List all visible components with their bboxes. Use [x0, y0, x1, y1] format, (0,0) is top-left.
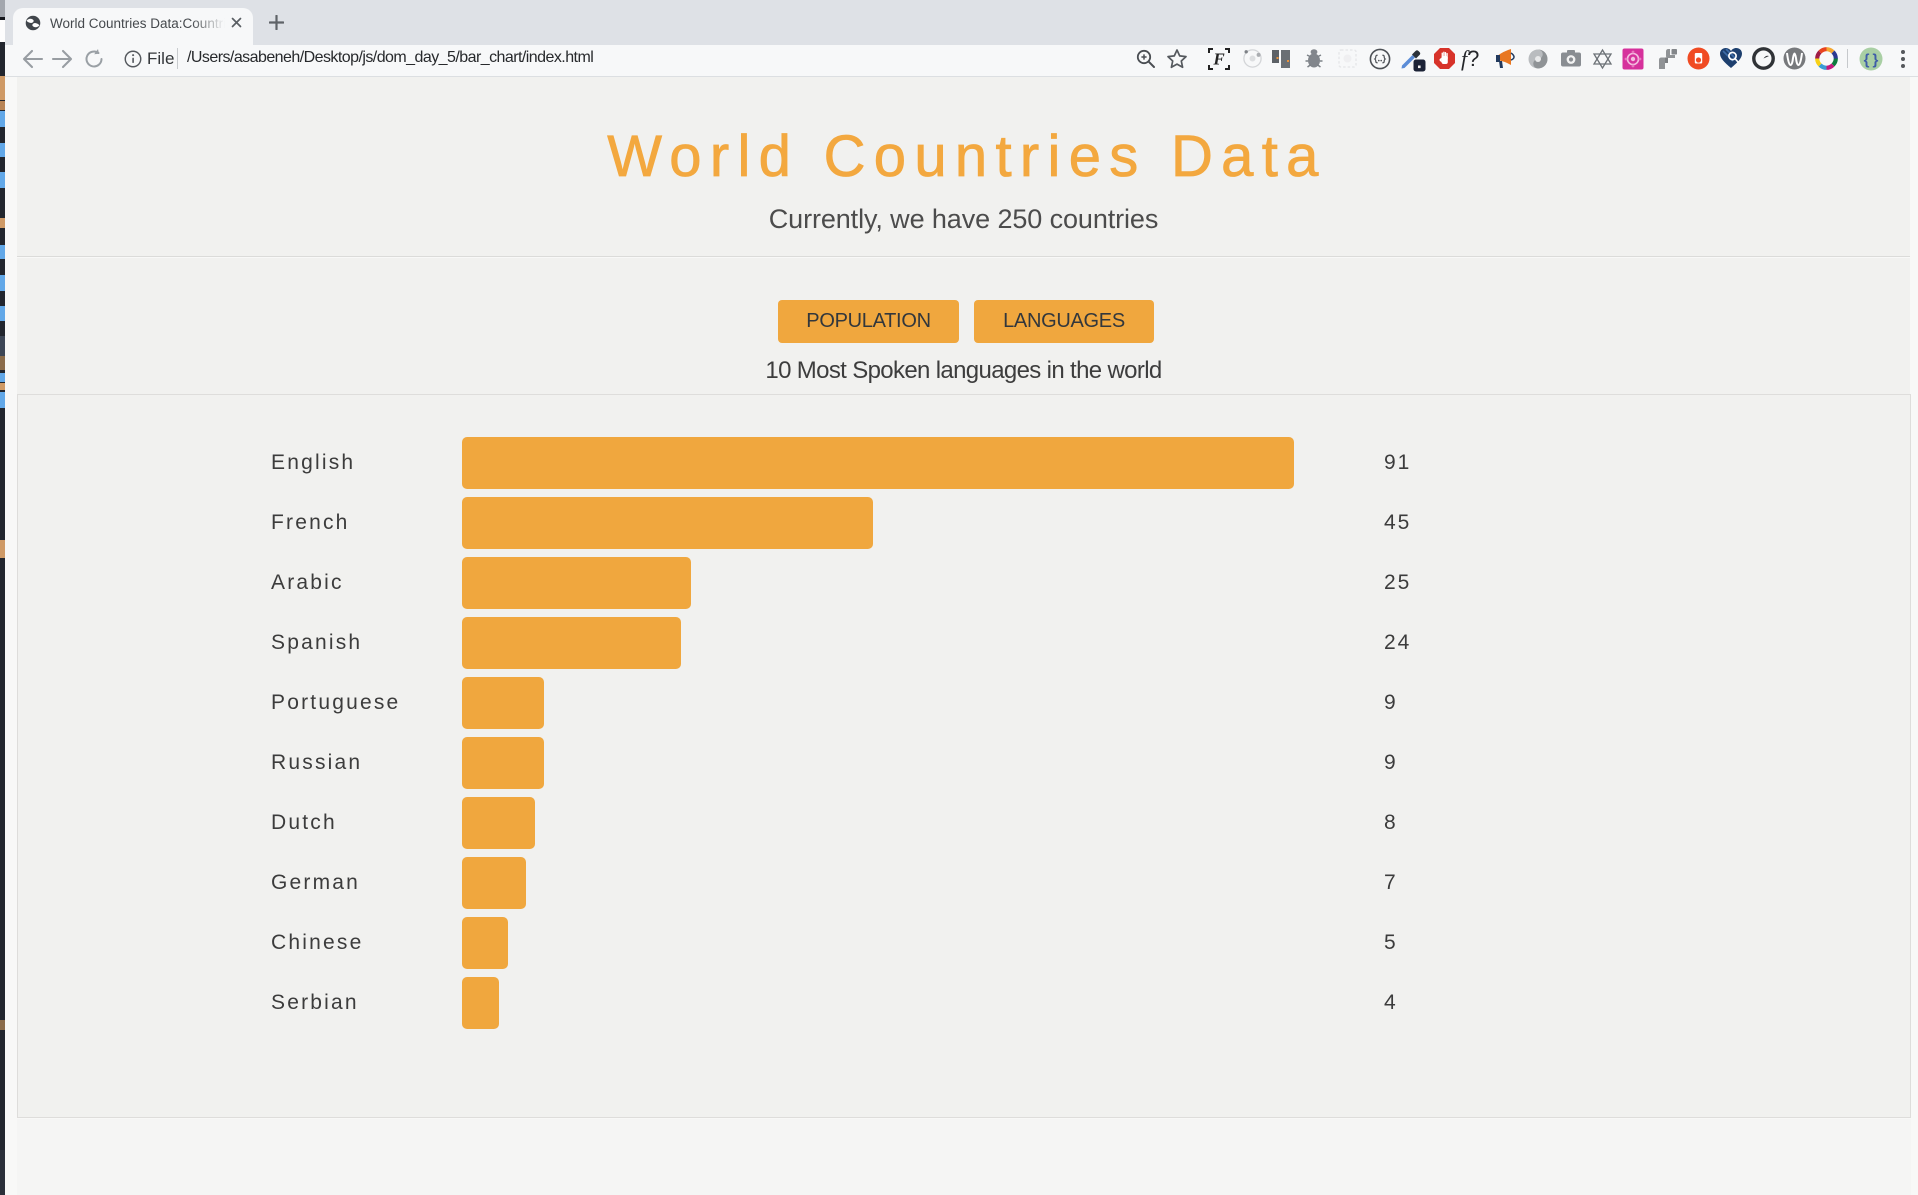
svg-text:F: F [1212, 50, 1225, 69]
svg-text:{ }: { } [1864, 52, 1879, 69]
